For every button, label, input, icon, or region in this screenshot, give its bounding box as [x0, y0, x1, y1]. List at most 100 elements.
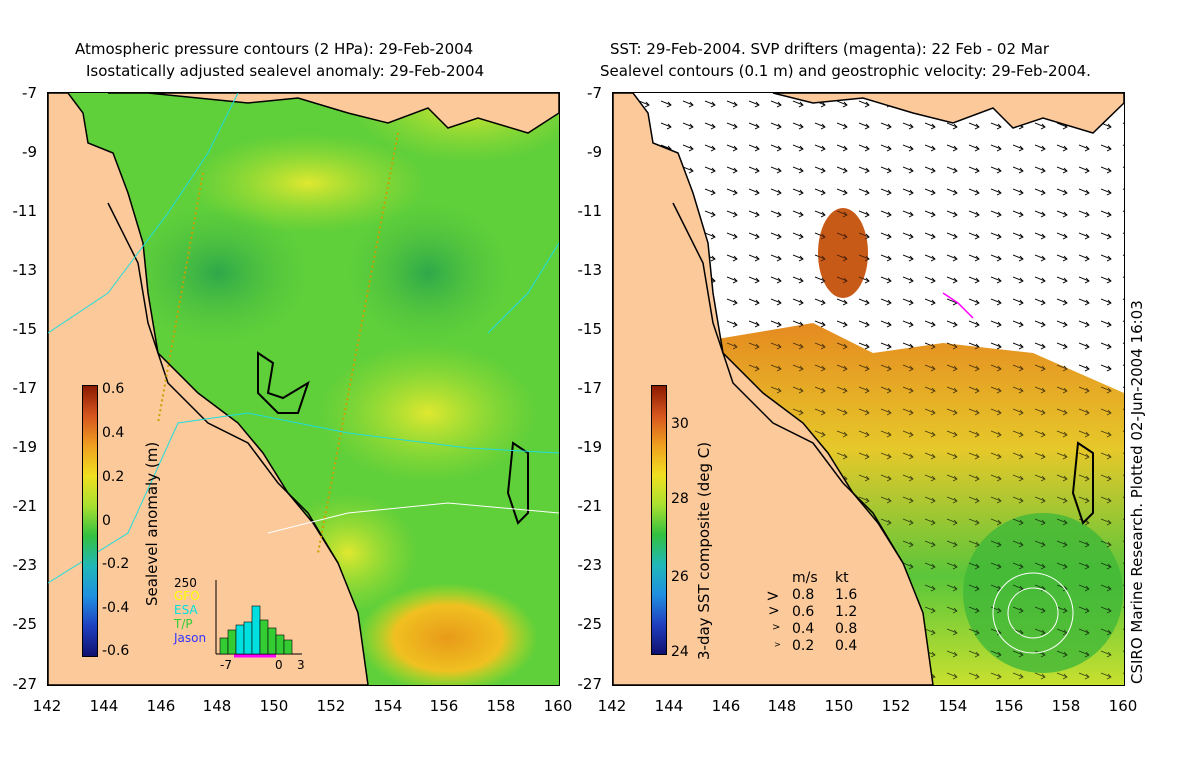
- reef-outline-1: [257, 351, 310, 414]
- left-xtick-9: 160: [543, 697, 573, 715]
- speed-legend-ms-1: 0.6: [792, 604, 815, 620]
- left-xtick-7: 156: [429, 697, 459, 715]
- speed-legend-kt-0: 1.6: [835, 587, 858, 603]
- sealevel-colorbar: [82, 385, 98, 657]
- right-ytick-1: -9: [587, 143, 602, 161]
- sealevel-cb-tick-6: -0.6: [102, 643, 130, 659]
- right-xtick-3: 148: [767, 697, 797, 715]
- right-xtick-2: 146: [711, 697, 741, 715]
- right-ytick-7: -21: [577, 497, 603, 515]
- pressure-contour-2: [48, 412, 559, 584]
- right-xtick-0: 142: [597, 697, 627, 715]
- png-land-right: [772, 93, 1124, 134]
- left-ytick-3: -13: [12, 261, 38, 279]
- reef-outline-right: [1071, 441, 1094, 525]
- sealevel-eddy-2: [1007, 587, 1059, 639]
- speed-legend-kt-3: 0.4: [835, 638, 858, 654]
- sealevel-cb-tick-0: 0.6: [102, 381, 125, 397]
- anomaly-high-mid: [318, 343, 538, 483]
- left-xtick-2: 146: [146, 697, 176, 715]
- altimeter-track-1: [157, 172, 204, 424]
- left-xtick-1: 144: [89, 697, 119, 715]
- anomaly-low-center: [348, 203, 508, 343]
- right-ytick-4: -15: [577, 320, 603, 338]
- right-xtick-6: 154: [938, 697, 968, 715]
- sealevel-colorbar-label: Sealevel anomaly (m): [143, 441, 161, 606]
- right-ytick-0: -7: [587, 84, 602, 102]
- speed-legend-arrow-0: >: [766, 586, 780, 605]
- inset-xtick-1: 0: [275, 658, 283, 672]
- sealevel-cb-tick-4: -0.2: [102, 556, 130, 572]
- speed-legend-arrow-1: >: [768, 603, 780, 619]
- left-xtick-3: 148: [202, 697, 232, 715]
- left-xtick-0: 142: [32, 697, 62, 715]
- pressure-contour-1: [48, 93, 239, 334]
- speed-legend-ms-header: m/s: [792, 570, 818, 586]
- speed-legend-kt-header: kt: [835, 570, 849, 586]
- anomaly-low-west: [128, 203, 308, 343]
- sealevel-anomaly-svg: [48, 93, 559, 685]
- right-title-line1: SST: 29-Feb-2004. SVP drifters (magenta)…: [610, 40, 1050, 58]
- sst-colorbar: [651, 385, 667, 655]
- credit-text: CSIRO Marine Research. Plotted 02-Jun-20…: [1128, 300, 1146, 684]
- left-xtick-6: 154: [373, 697, 403, 715]
- inset-xtick-0: -7: [220, 658, 232, 672]
- left-ytick-1: -9: [22, 143, 37, 161]
- sealevel-cb-tick-3: 0: [102, 513, 111, 529]
- inset-legend-esa: ESA: [174, 603, 198, 617]
- sst-cb-tick-3: 24: [671, 644, 689, 660]
- inset-legend-jason: Jason: [174, 631, 207, 645]
- right-ytick-9: -25: [577, 615, 603, 633]
- right-xtick-4: 150: [824, 697, 854, 715]
- right-xtick-5: 152: [881, 697, 911, 715]
- sealevel-contour: [672, 202, 904, 564]
- right-xtick-7: 156: [994, 697, 1024, 715]
- sst-cb-tick-1: 28: [671, 491, 689, 507]
- sealevel-cb-tick-2: 0.2: [102, 469, 125, 485]
- speed-legend-ms-3: 0.2: [792, 638, 815, 654]
- altimeter-track-2: [317, 132, 399, 554]
- speed-legend-ms-0: 0.8: [792, 587, 815, 603]
- pressure-contour-4: [267, 502, 559, 534]
- sealevel-eddy-1: [992, 572, 1074, 654]
- speed-legend-kt-1: 1.2: [835, 604, 858, 620]
- left-ytick-6: -19: [12, 438, 38, 456]
- inset-legend-tp: T/P: [174, 617, 193, 631]
- sst-cb-tick-2: 26: [671, 569, 689, 585]
- inset-histogram: [215, 580, 302, 658]
- right-ytick-6: -19: [577, 438, 603, 456]
- left-xtick-8: 158: [486, 697, 516, 715]
- speed-legend-arrow-2: >: [772, 622, 781, 633]
- inset-xtick-2: 3: [297, 658, 305, 672]
- speed-legend-ms-2: 0.4: [792, 621, 815, 637]
- left-ytick-9: -25: [12, 615, 38, 633]
- sst-colorbar-label: 3-day SST composite (deg C): [695, 441, 713, 660]
- left-ytick-10: -27: [12, 675, 38, 693]
- sst-svg: [613, 93, 1124, 685]
- png-land: [108, 93, 559, 134]
- right-xtick-1: 144: [654, 697, 684, 715]
- left-ytick-8: -23: [12, 556, 38, 574]
- anomaly-high-south: [358, 583, 538, 685]
- left-title-line1: Atmospheric pressure contours (2 HPa): 2…: [75, 40, 474, 58]
- shelf-contour: [107, 202, 339, 564]
- speed-legend-arrow-3: >: [774, 640, 781, 649]
- left-xtick-5: 152: [316, 697, 346, 715]
- left-ytick-0: -7: [22, 84, 37, 102]
- pressure-contour-3: [487, 242, 559, 334]
- sst-map: [612, 92, 1125, 686]
- left-title-line2: Isostatically adjusted sealevel anomaly:…: [86, 62, 485, 80]
- left-ytick-4: -15: [12, 320, 38, 338]
- left-ytick-7: -21: [12, 497, 38, 515]
- australia-land-right: [613, 93, 934, 685]
- inset-ymax-label: 250: [174, 576, 197, 590]
- right-ytick-8: -23: [577, 556, 603, 574]
- left-ytick-2: -11: [12, 202, 38, 220]
- australia-land: [48, 93, 369, 685]
- right-title-line2: Sealevel contours (0.1 m) and geostrophi…: [600, 62, 1091, 80]
- right-ytick-2: -11: [577, 202, 603, 220]
- sst-cb-tick-0: 30: [671, 416, 689, 432]
- left-ytick-5: -17: [12, 379, 38, 397]
- sealevel-cb-tick-1: 0.4: [102, 425, 125, 441]
- sealevel-anomaly-map: [47, 92, 560, 686]
